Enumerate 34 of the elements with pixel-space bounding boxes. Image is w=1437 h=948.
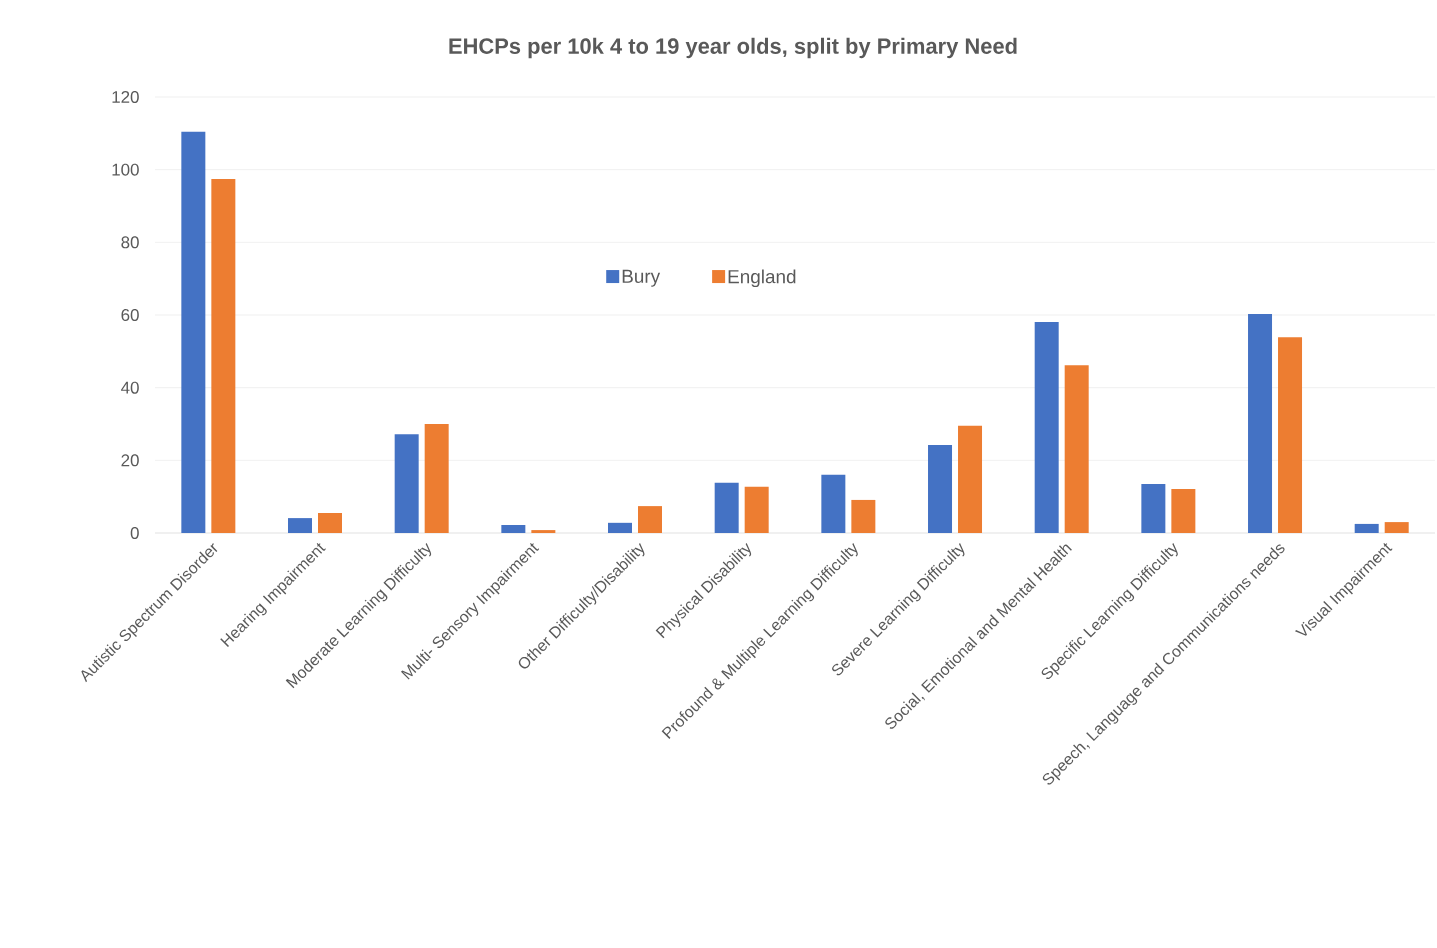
y-tick-label: 0 <box>130 527 139 539</box>
legend-label: England <box>728 269 796 288</box>
bar <box>394 434 419 533</box>
bar <box>1354 523 1379 533</box>
bar <box>1278 337 1303 533</box>
bar <box>1248 313 1273 533</box>
bar <box>1171 489 1196 533</box>
bar <box>821 474 846 533</box>
bar <box>288 518 313 533</box>
legend-label: Bury <box>622 269 661 287</box>
y-tick-label: 20 <box>121 454 139 467</box>
bar <box>958 425 983 533</box>
bar <box>211 179 236 533</box>
bar <box>1034 321 1059 533</box>
y-tick-label: 80 <box>121 236 139 249</box>
y-tick-label: 120 <box>112 90 139 103</box>
y-tick-label: 40 <box>121 381 139 394</box>
y-tick-label: 60 <box>121 308 139 321</box>
bar <box>851 499 876 533</box>
bar <box>181 131 206 533</box>
bar <box>928 445 953 533</box>
bar <box>608 522 633 533</box>
bar <box>424 423 449 533</box>
bar <box>531 530 556 533</box>
bar <box>501 525 526 533</box>
bar <box>1064 365 1089 533</box>
bar <box>714 482 739 533</box>
bar <box>744 486 769 533</box>
bar <box>1384 522 1409 533</box>
chart-title: EHCPs per 10k 4 to 19 year olds, split by Primary Need <box>449 37 1017 59</box>
bar <box>638 506 663 533</box>
y-tick-label: 100 <box>112 163 139 176</box>
bar <box>318 513 343 533</box>
bar <box>1141 483 1166 533</box>
